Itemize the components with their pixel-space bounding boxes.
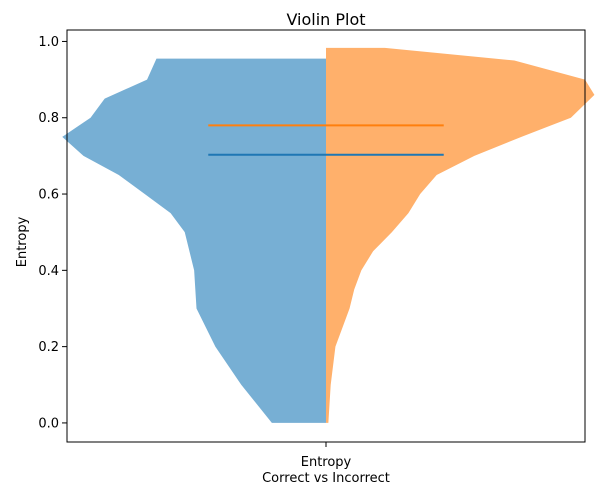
chart-title: Violin Plot [286, 10, 365, 29]
x-axis-ticks: Entropy [301, 442, 352, 470]
y-tick-label: 0.8 [38, 111, 59, 126]
y-tick-label: 0.0 [38, 416, 59, 431]
y-tick-label: 1.0 [38, 35, 59, 50]
x-axis-title: Correct vs Incorrect [262, 471, 390, 486]
violin-correct [62, 58, 327, 423]
y-tick-label: 0.6 [38, 188, 59, 203]
mean-lines [208, 124, 444, 156]
y-tick-label: 0.2 [38, 340, 59, 355]
y-tick-label: 0.4 [38, 264, 59, 279]
violin-incorrect [326, 47, 595, 423]
x-tick-label: Entropy [301, 455, 352, 470]
y-axis-ticks: 0.0 0.2 0.4 0.6 0.8 1.0 [38, 35, 67, 431]
violin-bodies [62, 47, 595, 423]
y-axis-title: Entropy [15, 216, 30, 267]
